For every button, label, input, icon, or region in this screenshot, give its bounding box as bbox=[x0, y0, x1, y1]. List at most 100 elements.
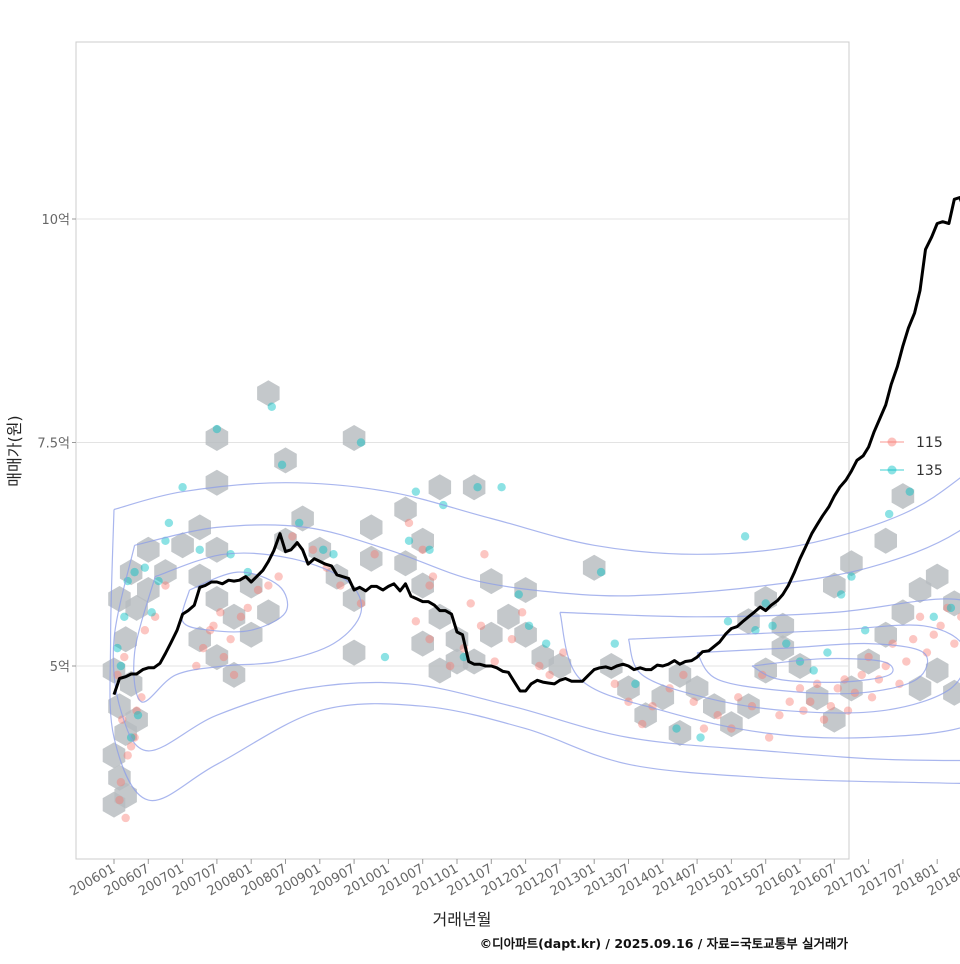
panel-border bbox=[76, 42, 849, 859]
point-115 bbox=[909, 635, 917, 643]
point-135 bbox=[947, 604, 955, 612]
legend-label: 135 bbox=[916, 463, 943, 479]
point-115 bbox=[713, 711, 721, 719]
point-115 bbox=[796, 684, 804, 692]
point-115 bbox=[264, 581, 272, 589]
point-115 bbox=[689, 698, 697, 706]
point-115 bbox=[535, 662, 543, 670]
point-115 bbox=[765, 733, 773, 741]
hexbin-cell bbox=[875, 528, 898, 554]
point-115 bbox=[216, 608, 224, 616]
plot-panel bbox=[76, 42, 849, 859]
point-115 bbox=[858, 671, 866, 679]
point-115 bbox=[230, 671, 238, 679]
point-135 bbox=[357, 438, 365, 446]
point-135 bbox=[906, 487, 914, 495]
legend-label: 115 bbox=[916, 435, 943, 451]
point-115 bbox=[226, 635, 234, 643]
point-135 bbox=[823, 648, 831, 656]
point-135 bbox=[768, 622, 776, 630]
point-135 bbox=[672, 724, 680, 732]
point-115 bbox=[799, 707, 807, 715]
point-135 bbox=[148, 608, 156, 616]
point-135 bbox=[724, 617, 732, 625]
point-135 bbox=[741, 532, 749, 540]
point-135 bbox=[405, 537, 413, 545]
point-135 bbox=[611, 639, 619, 647]
point-135 bbox=[130, 568, 138, 576]
point-115 bbox=[425, 635, 433, 643]
point-115 bbox=[611, 680, 619, 688]
point-115 bbox=[237, 613, 245, 621]
point-115 bbox=[786, 698, 794, 706]
point-135 bbox=[885, 510, 893, 518]
point-115 bbox=[508, 635, 516, 643]
point-135 bbox=[117, 662, 125, 670]
point-135 bbox=[515, 590, 523, 598]
y-tick-label: 10억 bbox=[41, 213, 70, 228]
point-115 bbox=[336, 581, 344, 589]
point-135 bbox=[329, 550, 337, 558]
legend-key-point bbox=[888, 466, 897, 475]
point-115 bbox=[429, 572, 437, 580]
hexbin-cell bbox=[892, 483, 915, 509]
point-115 bbox=[806, 698, 814, 706]
point-115 bbox=[124, 751, 132, 759]
point-115 bbox=[775, 711, 783, 719]
point-115 bbox=[518, 608, 526, 616]
point-135 bbox=[268, 403, 276, 411]
point-115 bbox=[288, 532, 296, 540]
point-135 bbox=[425, 546, 433, 554]
point-115 bbox=[115, 796, 123, 804]
point-115 bbox=[274, 572, 282, 580]
hexbin-cell bbox=[943, 590, 960, 616]
point-135 bbox=[381, 653, 389, 661]
point-135 bbox=[930, 613, 938, 621]
point-115 bbox=[467, 599, 475, 607]
point-115 bbox=[734, 693, 742, 701]
hexbin-cell bbox=[943, 680, 960, 706]
point-135 bbox=[473, 483, 481, 491]
point-135 bbox=[213, 425, 221, 433]
point-115 bbox=[950, 639, 958, 647]
point-115 bbox=[834, 684, 842, 692]
point-115 bbox=[141, 626, 149, 634]
point-115 bbox=[425, 581, 433, 589]
legend: 115 135 bbox=[880, 435, 943, 479]
legend-item-135: 135 bbox=[880, 463, 943, 479]
point-115 bbox=[209, 622, 217, 630]
point-115 bbox=[545, 671, 553, 679]
point-135 bbox=[412, 487, 420, 495]
point-135 bbox=[696, 733, 704, 741]
point-135 bbox=[178, 483, 186, 491]
point-115 bbox=[902, 657, 910, 665]
y-tick-label: 7.5억 bbox=[37, 437, 70, 452]
point-135 bbox=[113, 644, 121, 652]
point-115 bbox=[117, 778, 125, 786]
point-115 bbox=[244, 604, 252, 612]
point-115 bbox=[888, 639, 896, 647]
point-115 bbox=[827, 702, 835, 710]
point-115 bbox=[161, 581, 169, 589]
y-tick-label: 5억 bbox=[50, 660, 70, 675]
point-135 bbox=[631, 680, 639, 688]
point-115 bbox=[491, 657, 499, 665]
point-115 bbox=[405, 519, 413, 527]
point-115 bbox=[875, 675, 883, 683]
point-135 bbox=[782, 639, 790, 647]
source-caption: ©디아파트(dapt.kr) / 2025.09.16 / 자료=국토교통부 실… bbox=[480, 936, 849, 951]
point-135 bbox=[837, 590, 845, 598]
point-115 bbox=[137, 693, 145, 701]
point-115 bbox=[916, 613, 924, 621]
point-135 bbox=[278, 461, 286, 469]
hexbin-cell bbox=[926, 658, 949, 684]
point-135 bbox=[134, 711, 142, 719]
point-135 bbox=[796, 657, 804, 665]
point-135 bbox=[120, 613, 128, 621]
point-115 bbox=[638, 720, 646, 728]
point-115 bbox=[868, 693, 876, 701]
point-115 bbox=[120, 653, 128, 661]
legend-item-115: 115 bbox=[880, 435, 943, 451]
